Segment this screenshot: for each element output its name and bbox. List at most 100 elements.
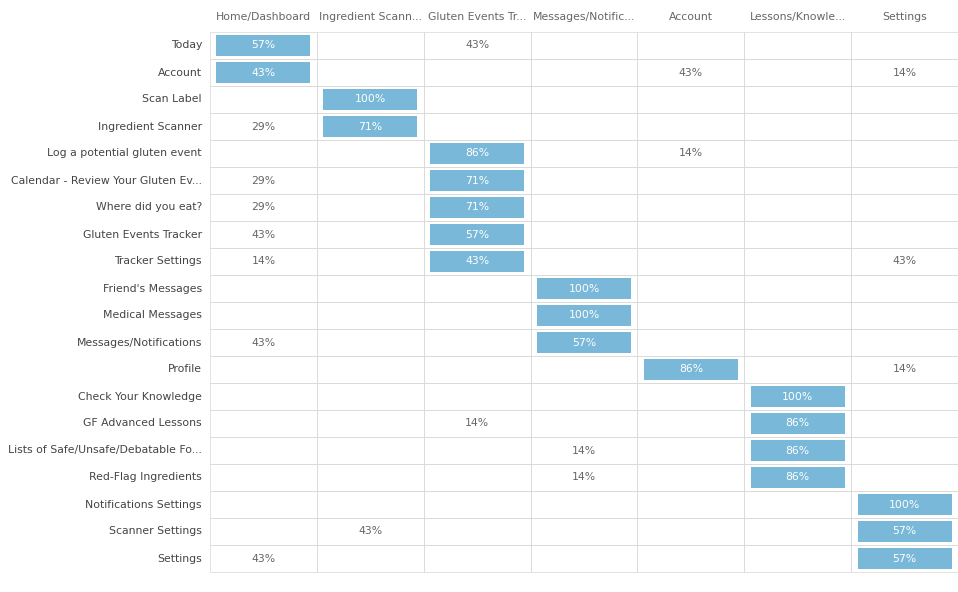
Bar [644, 359, 738, 379]
Bar [317, 221, 423, 248]
Text: 100%: 100% [568, 310, 600, 320]
Text: 100%: 100% [782, 391, 813, 401]
Bar [637, 113, 744, 140]
Text: 71%: 71% [358, 121, 382, 131]
Bar [851, 545, 958, 572]
Bar [423, 194, 531, 221]
Text: 57%: 57% [251, 40, 276, 50]
Text: 14%: 14% [465, 419, 490, 429]
Bar [637, 410, 744, 437]
Bar [210, 248, 317, 275]
Bar [851, 356, 958, 383]
Text: Lessons/Knowle...: Lessons/Knowle... [749, 12, 846, 22]
Text: Tracker Settings: Tracker Settings [115, 256, 202, 266]
Bar [317, 383, 423, 410]
Bar [430, 170, 524, 191]
Bar [217, 62, 310, 83]
Bar [423, 59, 531, 86]
Bar [531, 275, 637, 302]
Bar [637, 248, 744, 275]
Bar [423, 140, 531, 167]
Bar [317, 59, 423, 86]
Text: Messages/Notific...: Messages/Notific... [533, 12, 635, 22]
Bar [317, 32, 423, 59]
Text: 43%: 43% [251, 67, 276, 78]
Bar [851, 59, 958, 86]
Text: Messages/Notifications: Messages/Notifications [77, 337, 202, 348]
Bar [751, 467, 845, 488]
Bar [531, 59, 637, 86]
Text: 43%: 43% [679, 67, 703, 78]
Bar [744, 437, 851, 464]
Bar [210, 356, 317, 383]
Text: 43%: 43% [251, 230, 276, 240]
Bar [423, 464, 531, 491]
Bar [317, 140, 423, 167]
Text: Calendar - Review Your Gluten Ev...: Calendar - Review Your Gluten Ev... [11, 175, 202, 185]
Bar [531, 518, 637, 545]
Bar [531, 221, 637, 248]
Text: 86%: 86% [786, 419, 810, 429]
Bar [744, 221, 851, 248]
Bar [751, 386, 845, 407]
Bar [317, 518, 423, 545]
Bar [423, 86, 531, 113]
Bar [210, 518, 317, 545]
Bar [210, 140, 317, 167]
Text: 14%: 14% [893, 67, 917, 78]
Bar [637, 275, 744, 302]
Text: 43%: 43% [893, 256, 917, 266]
Bar [531, 167, 637, 194]
Bar [744, 167, 851, 194]
Bar [423, 491, 531, 518]
Bar [210, 437, 317, 464]
Text: 14%: 14% [572, 472, 596, 482]
Text: 29%: 29% [251, 175, 276, 185]
Text: Account: Account [158, 67, 202, 78]
Bar [531, 113, 637, 140]
Bar [851, 410, 958, 437]
Text: 100%: 100% [568, 284, 600, 294]
Bar [323, 89, 418, 110]
Text: 14%: 14% [679, 149, 703, 159]
Bar [430, 197, 524, 218]
Bar [423, 248, 531, 275]
Bar [317, 437, 423, 464]
Text: 86%: 86% [786, 472, 810, 482]
Text: GF Advanced Lessons: GF Advanced Lessons [83, 419, 202, 429]
Bar [531, 437, 637, 464]
Bar [423, 167, 531, 194]
Bar [317, 356, 423, 383]
Bar [851, 437, 958, 464]
Bar [317, 464, 423, 491]
Bar [851, 329, 958, 356]
Bar [210, 464, 317, 491]
Bar [210, 491, 317, 518]
Bar [637, 464, 744, 491]
Bar [423, 221, 531, 248]
Text: Settings: Settings [157, 554, 202, 564]
Text: Check Your Knowledge: Check Your Knowledge [79, 391, 202, 401]
Bar [210, 383, 317, 410]
Bar [744, 248, 851, 275]
Bar [637, 32, 744, 59]
Bar [423, 113, 531, 140]
Bar [637, 302, 744, 329]
Text: Account: Account [669, 12, 713, 22]
Bar [857, 548, 951, 569]
Bar [744, 356, 851, 383]
Bar [637, 383, 744, 410]
Bar [851, 383, 958, 410]
Bar [210, 113, 317, 140]
Bar [317, 167, 423, 194]
Bar [531, 194, 637, 221]
Text: 14%: 14% [893, 365, 917, 375]
Bar [210, 329, 317, 356]
Text: 57%: 57% [893, 526, 917, 536]
Bar [531, 383, 637, 410]
Text: 29%: 29% [251, 121, 276, 131]
Text: Lists of Safe/Unsafe/Debatable Fo...: Lists of Safe/Unsafe/Debatable Fo... [8, 446, 202, 455]
Bar [744, 383, 851, 410]
Bar [423, 545, 531, 572]
Text: 43%: 43% [251, 554, 276, 564]
